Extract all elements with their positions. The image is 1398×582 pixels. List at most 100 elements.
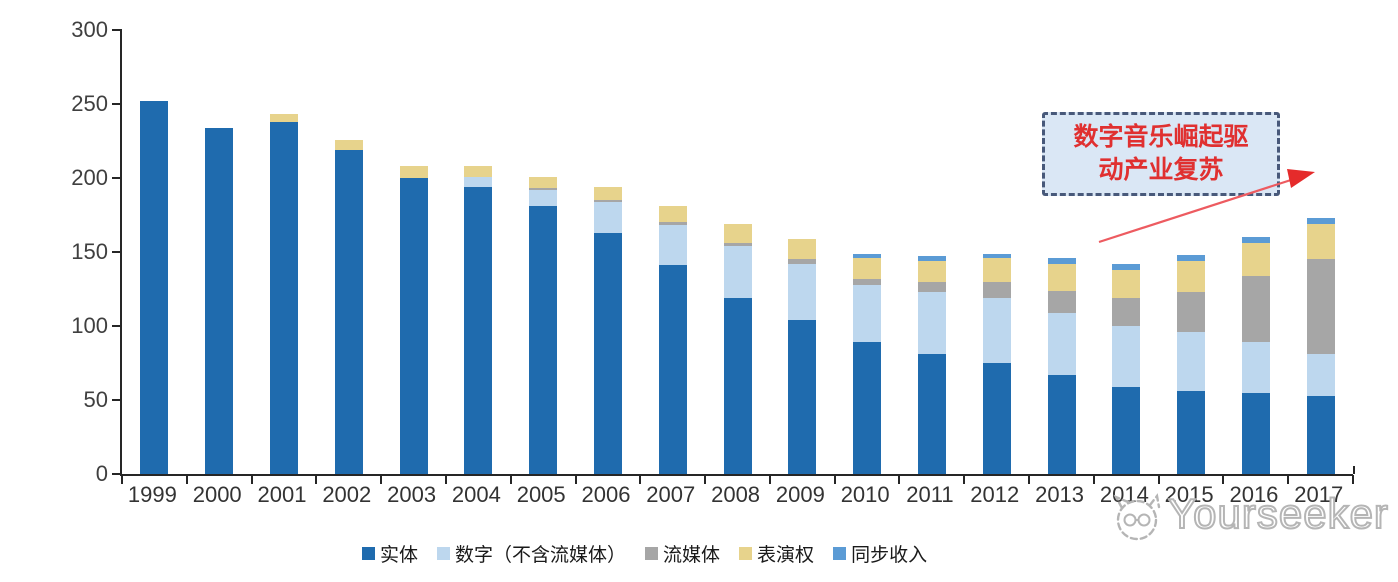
legend-item-performance: 表演权 (739, 540, 814, 567)
segment-performance-2010 (853, 257, 882, 279)
segment-streaming-2007 (658, 222, 687, 226)
x-tick-mark (1028, 475, 1031, 484)
stacked-bar-2008 (723, 223, 752, 474)
segment-performance-2017 (1306, 223, 1335, 260)
segment-streaming-2006 (593, 200, 622, 202)
segment-performance-2002 (334, 139, 363, 150)
segment-digital-2012 (982, 297, 1011, 363)
x-tick-label-2017: 2017 (1294, 482, 1344, 507)
stacked-bar-2006 (593, 186, 622, 474)
bar-2017 (1288, 30, 1353, 474)
x-tick-label-2000: 2000 (192, 482, 242, 507)
segment-performance-2004 (464, 166, 493, 177)
x-tick-mark (444, 475, 447, 484)
x-tick-label-1999: 1999 (127, 482, 177, 507)
legend-swatch-performance (739, 547, 753, 560)
segment-performance-2015 (1177, 260, 1206, 292)
segment-streaming-2014 (1112, 297, 1141, 327)
legend-item-physical: 实体 (362, 540, 418, 567)
legend-label-performance: 表演权 (757, 545, 815, 566)
segment-physical-2005 (529, 206, 558, 474)
legend-item-digital: 数字（不含流媒体） (437, 540, 626, 567)
legend-swatch-physical (362, 547, 375, 560)
annotation-line2: 动产业复苏 (1098, 157, 1224, 184)
segment-streaming-2016 (1241, 275, 1270, 343)
segment-sync-2014 (1112, 263, 1141, 270)
x-tick-mark (574, 475, 577, 484)
stacked-bar-2005 (529, 176, 558, 474)
segment-physical-2004 (464, 186, 493, 474)
segment-digital-2007 (658, 225, 687, 266)
segment-streaming-2005 (529, 188, 558, 190)
segment-digital-2005 (529, 189, 558, 207)
legend-swatch-sync (833, 547, 847, 560)
stacked-bar-2016 (1241, 237, 1270, 474)
segment-digital-2004 (464, 176, 493, 187)
segment-sync-2017 (1306, 217, 1335, 224)
stacked-bar-2014 (1112, 263, 1141, 474)
stacked-bar-2017 (1306, 217, 1335, 474)
segment-digital-2013 (1047, 312, 1076, 375)
segment-streaming-2013 (1047, 290, 1076, 313)
segment-physical-2000 (205, 127, 234, 474)
y-tick-mark-250 (112, 103, 122, 105)
plot-area (112, 29, 1355, 484)
stacked-bar-2012 (982, 253, 1011, 474)
y-tick-mark-150 (112, 251, 122, 253)
segment-physical-2012 (982, 363, 1011, 474)
segment-performance-2013 (1047, 263, 1076, 291)
legend-item-sync: 同步收入 (833, 540, 927, 567)
x-tick-mark (185, 475, 188, 484)
x-tick-label-2006: 2006 (581, 482, 631, 507)
bar-2003 (381, 30, 446, 474)
x-tick-label-2013: 2013 (1035, 482, 1085, 507)
segment-digital-2014 (1112, 326, 1141, 387)
y-tick-label-250: 250 (71, 91, 108, 116)
x-tick-label-2009: 2009 (775, 482, 825, 507)
x-tick-mark (639, 475, 642, 484)
segment-performance-2014 (1112, 269, 1141, 298)
stacked-bar-2013 (1047, 257, 1076, 474)
segment-streaming-2017 (1306, 259, 1335, 355)
stacked-bar-2010 (853, 253, 882, 474)
segment-sync-2011 (917, 256, 946, 261)
bar-2010 (835, 30, 900, 474)
segment-physical-2015 (1177, 391, 1206, 474)
x-tick-label-2004: 2004 (451, 482, 501, 507)
y-tick-label-300: 300 (71, 17, 108, 42)
segment-streaming-2008 (723, 243, 752, 247)
x-tick-mark (1352, 475, 1354, 484)
segment-physical-2011 (917, 354, 946, 474)
x-tick-label-2003: 2003 (387, 482, 437, 507)
y-tick-label-0: 0 (95, 461, 108, 486)
segment-performance-2008 (723, 223, 752, 244)
segment-digital-2008 (723, 246, 752, 298)
bar-2008 (705, 30, 770, 474)
stacked-bar-2009 (788, 238, 817, 474)
stacked-bar-2002 (334, 139, 363, 474)
x-tick-mark (1222, 475, 1225, 484)
legend: 实体 数字（不含流媒体） 流媒体 表演权 同步收入 (362, 540, 927, 567)
x-tick-mark (833, 475, 836, 484)
segment-streaming-2011 (917, 281, 946, 292)
x-tick-mark (121, 475, 123, 484)
x-axis-labels: 1999 2000 2001 2002 2003 2004 2005 2006 2007 2008… (120, 482, 1351, 508)
x-tick-mark (315, 475, 318, 484)
x-tick-mark (963, 475, 966, 484)
segment-physical-2016 (1241, 392, 1270, 474)
segment-streaming-2009 (788, 259, 817, 264)
segment-physical-2007 (658, 265, 687, 474)
y-tick-label-150: 150 (71, 239, 108, 264)
watermark-text: Yourseeker (1167, 489, 1389, 538)
segment-performance-2011 (917, 260, 946, 282)
legend-label-streaming: 流媒体 (663, 545, 721, 566)
x-tick-mark (250, 475, 253, 484)
y-tick-label-100: 100 (71, 313, 108, 338)
segment-digital-2017 (1306, 354, 1335, 396)
x-tick-label-2014: 2014 (1099, 482, 1149, 507)
segment-performance-2016 (1241, 243, 1270, 276)
segment-physical-2003 (399, 178, 428, 474)
segment-physical-2010 (853, 342, 882, 474)
x-tick-mark (1092, 475, 1095, 484)
x-tick-mark (509, 475, 512, 484)
